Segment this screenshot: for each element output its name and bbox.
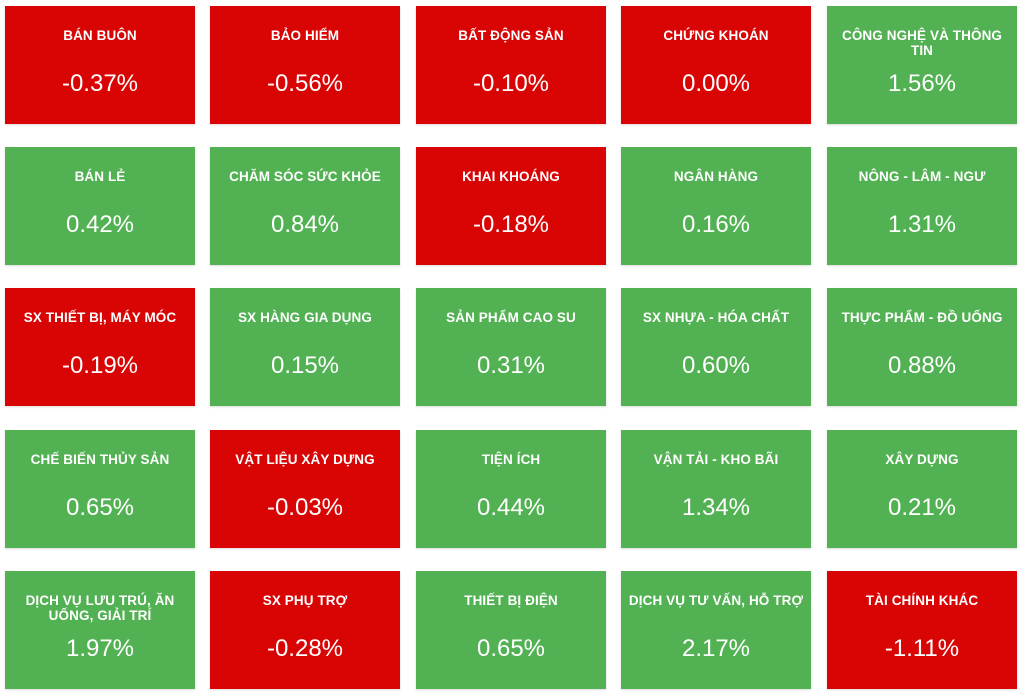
sector-change: 0.88% <box>887 352 957 379</box>
sector-tile[interactable]: TÀI CHÍNH KHÁC -1.11% <box>827 571 1017 689</box>
sector-change: 0.31% <box>476 352 546 379</box>
sector-tile[interactable]: CÔNG NGHỆ VÀ THÔNG TIN 1.56% <box>827 6 1017 124</box>
sector-tile[interactable]: SX THIẾT BỊ, MÁY MÓC -0.19% <box>5 288 195 406</box>
sector-tile[interactable]: VẬT LIỆU XÂY DỰNG -0.03% <box>210 430 400 548</box>
sector-name: NGÂN HÀNG <box>673 169 759 184</box>
sector-tile[interactable]: SX HÀNG GIA DỤNG 0.15% <box>210 288 400 406</box>
sector-change: 0.15% <box>270 352 340 379</box>
sector-change: 1.56% <box>887 70 957 97</box>
sector-name: SẢN PHẨM CAO SU <box>446 310 576 325</box>
sector-name: XÂY DỰNG <box>885 452 959 467</box>
sector-tile[interactable]: CHẾ BIẾN THỦY SẢN 0.65% <box>5 430 195 548</box>
sector-tile[interactable]: BẢO HIỂM -0.56% <box>210 6 400 124</box>
sector-change: 0.84% <box>270 211 340 238</box>
sector-change: -0.56% <box>266 70 344 97</box>
sector-change: 0.44% <box>476 494 546 521</box>
sector-name: TIỆN ÍCH <box>481 452 541 467</box>
sector-tile[interactable]: THIẾT BỊ ĐIỆN 0.65% <box>416 571 606 689</box>
sector-name: SX HÀNG GIA DỤNG <box>238 310 372 325</box>
sector-change: 1.31% <box>887 211 957 238</box>
sector-name: BÁN BUÔN <box>63 28 137 43</box>
sector-tile[interactable]: NÔNG - LÂM - NGƯ 1.31% <box>827 147 1017 265</box>
sector-name: BẢO HIỂM <box>270 28 340 43</box>
sector-change: -0.28% <box>266 635 344 662</box>
sector-change: -0.19% <box>61 352 139 379</box>
sector-tile[interactable]: TIỆN ÍCH 0.44% <box>416 430 606 548</box>
sector-tile[interactable]: DỊCH VỤ LƯU TRÚ, ĂN UỐNG, GIẢI TRÍ 1.97% <box>5 571 195 689</box>
sector-tile[interactable]: DỊCH VỤ TƯ VẤN, HỖ TRỢ 2.17% <box>621 571 811 689</box>
sector-name: BẤT ĐỘNG SẢN <box>458 28 564 43</box>
sector-name: VẬN TẢI - KHO BÃI <box>653 452 779 467</box>
sector-tile[interactable]: SẢN PHẨM CAO SU 0.31% <box>416 288 606 406</box>
sector-name: THỰC PHẨM - ĐỒ UỐNG <box>841 310 1003 325</box>
sector-name: THIẾT BỊ ĐIỆN <box>464 593 558 608</box>
sector-tile[interactable]: BÁN LẺ 0.42% <box>5 147 195 265</box>
sector-tile[interactable]: KHAI KHOÁNG -0.18% <box>416 147 606 265</box>
sector-name: DỊCH VỤ LƯU TRÚ, ĂN UỐNG, GIẢI TRÍ <box>25 593 175 623</box>
sector-change: 0.42% <box>65 211 135 238</box>
sector-name: BÁN LẺ <box>74 169 126 184</box>
sector-change: 0.16% <box>681 211 751 238</box>
sector-tile[interactable]: VẬN TẢI - KHO BÃI 1.34% <box>621 430 811 548</box>
sector-change: -0.03% <box>266 494 344 521</box>
sector-tile[interactable]: XÂY DỰNG 0.21% <box>827 430 1017 548</box>
sector-name: DỊCH VỤ TƯ VẤN, HỖ TRỢ <box>628 593 804 608</box>
sector-change: 2.17% <box>681 635 751 662</box>
sector-change: 0.00% <box>681 70 751 97</box>
sector-name: SX THIẾT BỊ, MÁY MÓC <box>23 310 177 325</box>
sector-tile[interactable]: SX PHỤ TRỢ -0.28% <box>210 571 400 689</box>
sector-change: -1.11% <box>884 635 960 662</box>
sector-name: CHỨNG KHOÁN <box>663 28 769 43</box>
sector-name: NÔNG - LÂM - NGƯ <box>858 169 986 184</box>
sector-name: SX NHỰA - HÓA CHẤT <box>642 310 790 325</box>
sector-change: 0.65% <box>65 494 135 521</box>
sector-change: 1.97% <box>65 635 135 662</box>
sector-name: SX PHỤ TRỢ <box>262 593 348 608</box>
sector-name: KHAI KHOÁNG <box>462 169 560 184</box>
sector-change: 0.65% <box>476 635 546 662</box>
sector-tile[interactable]: CHỨNG KHOÁN 0.00% <box>621 6 811 124</box>
sector-change: -0.37% <box>61 70 139 97</box>
sector-change: 0.21% <box>887 494 957 521</box>
sector-tile[interactable]: BÁN BUÔN -0.37% <box>5 6 195 124</box>
sector-name: CHĂM SÓC SỨC KHỎE <box>229 169 381 184</box>
sector-tile[interactable]: BẤT ĐỘNG SẢN -0.10% <box>416 6 606 124</box>
sector-change: 1.34% <box>681 494 751 521</box>
sector-tile[interactable]: CHĂM SÓC SỨC KHỎE 0.84% <box>210 147 400 265</box>
sector-change: -0.10% <box>472 70 550 97</box>
sector-name: CÔNG NGHỆ VÀ THÔNG TIN <box>841 28 1003 58</box>
sector-tile[interactable]: NGÂN HÀNG 0.16% <box>621 147 811 265</box>
sector-name: CHẾ BIẾN THỦY SẢN <box>30 452 170 467</box>
sector-tile[interactable]: THỰC PHẨM - ĐỒ UỐNG 0.88% <box>827 288 1017 406</box>
sector-tile[interactable]: SX NHỰA - HÓA CHẤT 0.60% <box>621 288 811 406</box>
sector-change: 0.60% <box>681 352 751 379</box>
sector-name: TÀI CHÍNH KHÁC <box>865 593 979 608</box>
sector-name: VẬT LIỆU XÂY DỰNG <box>235 452 375 467</box>
sector-change: -0.18% <box>472 211 550 238</box>
